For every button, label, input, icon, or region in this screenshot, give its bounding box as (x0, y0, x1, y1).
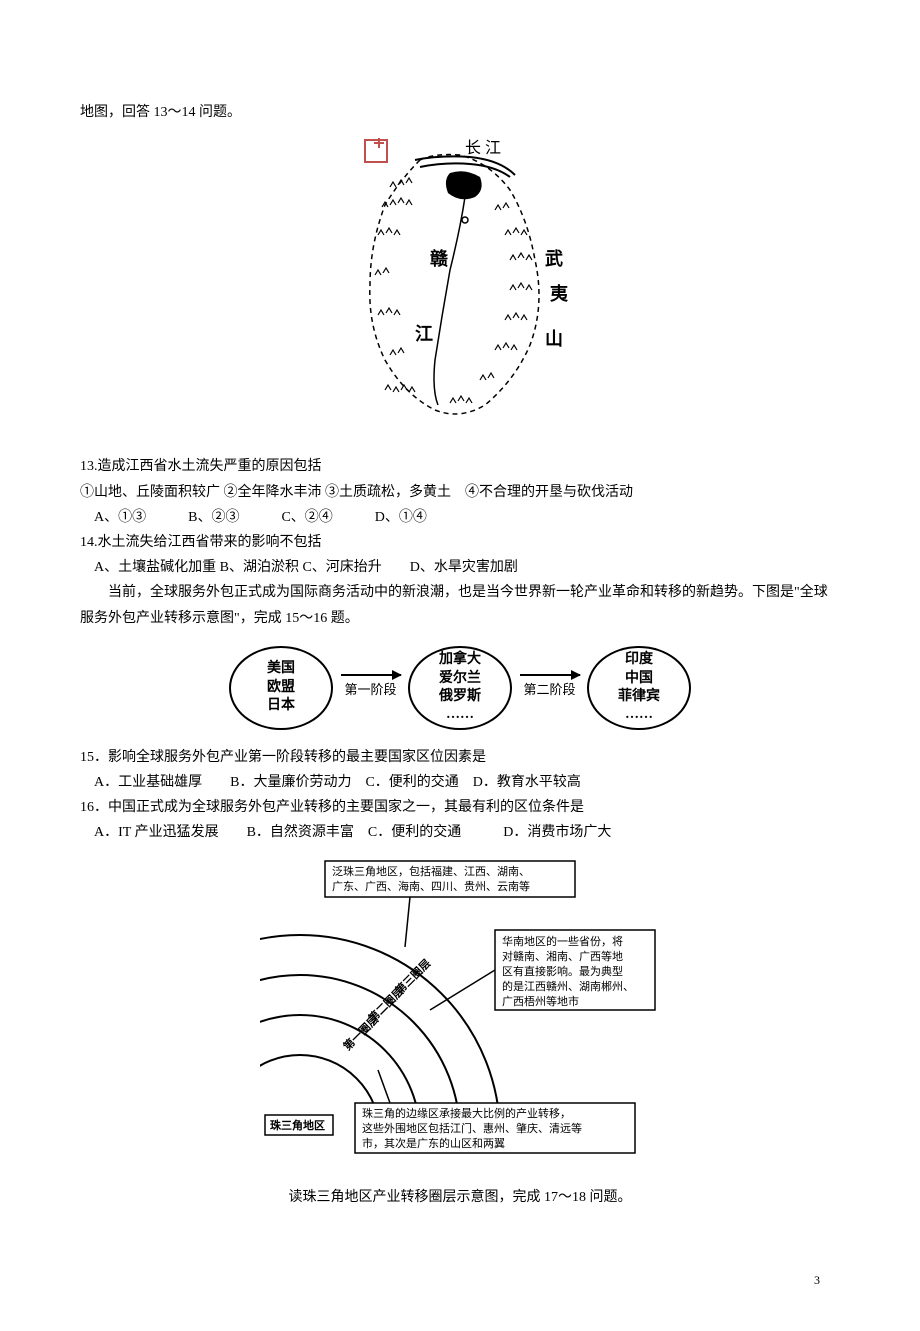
intro-15-16: 当前，全球服务外包正式成为国际商务活动中的新浪潮，也是当今世界新一轮产业革命和转… (80, 580, 840, 630)
flow-node-1-line-1: 美国 (267, 660, 295, 678)
flow-node-2-line-1: 加拿大 (439, 651, 481, 669)
flow-node-3-line-1: 印度 (625, 651, 653, 669)
intro-13-14: 地图，回答 13～14 问题。 (80, 100, 840, 125)
flow-node-2-line-4: …… (446, 706, 474, 724)
bottom-box-line1: 珠三角的边缘区承接最大比例的产业转移， (362, 1106, 571, 1120)
q14-stem: 14.水土流失给江西省带来的影响不包括 (80, 530, 840, 555)
flow-node-2: 加拿大 爱尔兰 俄罗斯 …… (408, 646, 512, 730)
prd-circle-svg: 第一圈层 第二圈层 第三圈层 珠三角地区 泛珠三角地区，包括福建、江西、湖南、 … (260, 855, 660, 1165)
caption-17-18: 读珠三角地区产业转移圈层示意图，完成 17～18 问题。 (80, 1185, 840, 1210)
flow-arrow-2-label: 第二阶段 (523, 678, 575, 701)
jiangxi-map-svg: 长 江 赣 江 武 夷 山 (320, 135, 600, 435)
top-box-line1: 泛珠三角地区，包括福建、江西、湖南、 (332, 864, 530, 878)
right-box-line3: 区有直接影响。最为典型 (502, 964, 623, 978)
map-label-jiang: 江 (415, 324, 433, 344)
q13-stem: 13.造成江西省水土流失严重的原因包括 (80, 454, 840, 479)
bottom-box-line2: 这些外围地区包括江门、惠州、肇庆、清远等 (362, 1121, 582, 1135)
flow-arrow-2: 第二阶段 (520, 674, 580, 701)
map-label-gan: 赣 (430, 248, 449, 269)
flow-node-3-line-3: 菲律宾 (618, 688, 660, 706)
q15-options: A．工业基础雄厚 B．大量廉价劳动力 C．便利的交通 D．教育水平较高 (80, 770, 840, 795)
core-label: 珠三角地区 (270, 1118, 325, 1132)
prd-circle-diagram: 第一圈层 第二圈层 第三圈层 珠三角地区 泛珠三角地区，包括福建、江西、湖南、 … (80, 855, 840, 1174)
right-box-line1: 华南地区的一些省份，将 (502, 934, 623, 948)
q16-stem: 16．中国正式成为全球服务外包产业转移的主要国家之一，其最有利的区位条件是 (80, 795, 840, 820)
map-label-changjiang: 长 江 (465, 139, 501, 157)
map-label-wu: 武 (545, 249, 563, 269)
map-label-shan: 山 (545, 329, 563, 349)
flow-node-1: 美国 欧盟 日本 (229, 646, 333, 730)
right-box-line5: 广西梧州等地市 (502, 994, 579, 1008)
right-box-line2: 对赣南、湘南、广西等地 (502, 949, 623, 963)
q13-statements: ①山地、丘陵面积较广 ②全年降水丰沛 ③土质疏松，多黄土 ④不合理的开垦与砍伐活… (80, 480, 840, 505)
q13-options: A、①③ B、②③ C、②④ D、①④ (94, 505, 840, 530)
bottom-box-line3: 市，其次是广东的山区和两翼 (362, 1136, 505, 1150)
flow-node-3-line-4: …… (625, 706, 653, 724)
outsourcing-flow-diagram: 美国 欧盟 日本 第一阶段 加拿大 爱尔兰 俄罗斯 …… 第二阶段 印度 中国 … (80, 646, 840, 730)
flow-node-3-line-2: 中国 (625, 670, 653, 688)
q16-options: A．IT 产业迅猛发展 B．自然资源丰富 C．便利的交通 D．消费市场广大 (80, 820, 840, 845)
flow-arrow-1-label: 第一阶段 (344, 678, 396, 701)
page-number: 3 (80, 1270, 840, 1292)
flow-node-2-line-2: 爱尔兰 (439, 670, 481, 688)
right-box-line4: 的是江西赣州、湖南郴州、 (502, 979, 634, 993)
flow-arrow-1: 第一阶段 (341, 674, 401, 701)
ring3-label: 第三圈层 (392, 957, 433, 998)
flow-node-1-line-3: 日本 (267, 697, 295, 715)
top-box-line2: 广东、广西、海南、四川、贵州、云南等 (332, 879, 530, 893)
flow-node-3: 印度 中国 菲律宾 …… (587, 646, 691, 730)
map-label-yi: 夷 (549, 283, 569, 304)
q15-stem: 15．影响全球服务外包产业第一阶段转移的最主要国家区位因素是 (80, 745, 840, 770)
flow-node-1-line-2: 欧盟 (267, 679, 295, 697)
flow-node-2-line-3: 俄罗斯 (439, 688, 481, 706)
jiangxi-map-figure: 长 江 赣 江 武 夷 山 (80, 135, 840, 444)
q14-options: A、土壤盐碱化加重 B、湖泊淤积 C、河床抬升 D、水旱灾害加剧 (80, 555, 840, 580)
